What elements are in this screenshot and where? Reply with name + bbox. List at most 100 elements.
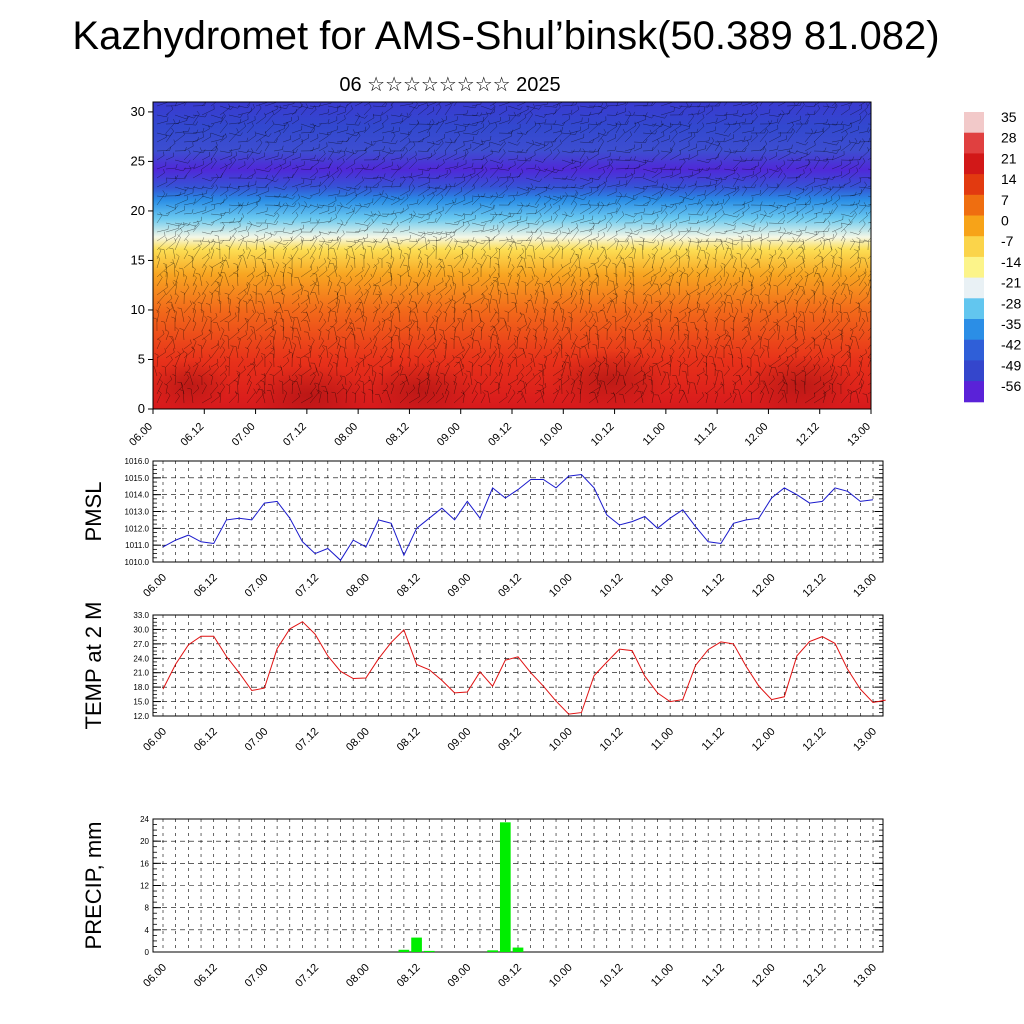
x-tick-label: 12.00 [750, 572, 778, 600]
y-tick-label: 4 [145, 926, 150, 935]
x-tick-label: 09.12 [496, 726, 524, 754]
panel-frame [152, 614, 884, 717]
colorbar-swatch [964, 256, 984, 279]
colorbar: 35 28 21 14 7 0 -7 -14 -21 -28 -35 -42 -49 -56 [964, 109, 1021, 403]
y-tick-label: 1014.0 [125, 491, 150, 500]
x-tick-label: 12.12 [800, 572, 828, 600]
wind-barb-paths [153, 102, 871, 404]
x-tick-label: 13.00 [851, 962, 879, 990]
precip-bar [512, 947, 524, 952]
x-tick-label: 07.12 [293, 962, 321, 990]
x-tick-label: 12.12 [800, 726, 828, 754]
colorbar-swatch [964, 112, 984, 134]
x-tick-label: 11.12 [692, 421, 719, 448]
y-tick-label: 0 [145, 948, 150, 957]
x-tick-label: 09.00 [445, 572, 473, 600]
x-tick-label: 06.00 [141, 572, 169, 600]
colorbar-swatch [964, 298, 984, 320]
y-tick-label: 24.0 [133, 654, 149, 663]
y-tick-label: 1012.0 [125, 524, 150, 533]
y-tick-label: 12.0 [133, 712, 149, 721]
colorbar-swatch [964, 132, 984, 154]
y-tick-label: 27.0 [133, 640, 149, 649]
x-tick-label: 09.00 [445, 962, 473, 990]
colorbar-swatch [964, 174, 984, 196]
temp-panel: 12.0 15.0 18.0 21.0 24.0 27.0 30.0 33.0 06.00 06.… [81, 602, 886, 754]
y-tick-label: 33.0 [133, 611, 149, 620]
colorbar-swatch [964, 236, 984, 258]
x-tick-label: 13.00 [851, 726, 879, 754]
x-tick-label: 06.00 [141, 726, 169, 754]
colorbar-label: -7 [1001, 233, 1014, 249]
x-tick-label: 08.00 [344, 726, 372, 754]
x-tick-label: 08.12 [395, 726, 423, 754]
colorbar-swatch [964, 194, 984, 216]
x-tick-label: 07.00 [243, 572, 271, 600]
x-tick-label: 08.00 [332, 421, 360, 449]
colorbar-swatch [964, 153, 984, 175]
y-axis-label: PMSL [81, 482, 106, 542]
x-tick-label: 13.00 [845, 421, 873, 449]
x-tick-label: 12.00 [750, 962, 778, 990]
y-tick-label: 21.0 [133, 669, 149, 678]
colorbar-swatch [964, 381, 984, 403]
x-tick-label: 09.12 [496, 572, 524, 600]
y-tick-label: 30 [131, 104, 145, 119]
x-tick-label: 13.00 [851, 572, 879, 600]
x-tick-label: 06.12 [178, 421, 206, 449]
y-tick-label: 1015.0 [125, 474, 150, 483]
colorbar-label: 28 [1001, 130, 1017, 146]
colorbar-label: -42 [1001, 337, 1021, 353]
y-tick-label: 5 [138, 351, 145, 366]
x-tick-label: 09.00 [435, 421, 463, 449]
colorbar-swatch [964, 319, 984, 341]
y-tick-label: 24 [140, 815, 149, 824]
y-tick-label: 15 [131, 252, 145, 267]
precip-bar [423, 950, 435, 952]
wind-barbs [153, 102, 871, 404]
x-tick-label: 07.12 [293, 726, 321, 754]
colorbar-label: -14 [1001, 254, 1021, 270]
x-tick-label: 07.12 [281, 421, 309, 449]
y-tick-label: 1011.0 [125, 541, 149, 550]
y-tick-label: 18.0 [133, 683, 149, 692]
x-tick-label: 12.12 [794, 421, 822, 449]
colorbar-label: 35 [1001, 109, 1017, 125]
x-tick-label: 10.00 [547, 726, 575, 754]
heatmap-y-axis: 0 5 10 15 20 25 30 [131, 104, 153, 416]
x-tick-label: 11.00 [641, 421, 668, 448]
y-tick-label: 0 [138, 401, 145, 416]
y-tick-label: 30.0 [133, 625, 149, 634]
heatmap-x-axis: 06.00 06.12 07.00 07.12 08.00 08.12 09.00 09.12… [127, 409, 873, 449]
colorbar-label: -28 [1001, 295, 1021, 311]
y-tick-label: 20 [131, 203, 145, 218]
heatmap-panel: 0 5 10 15 20 25 30 06.00 06.12 07.00 07.12 08.00 08… [127, 101, 873, 449]
y-tick-label: 10 [131, 302, 145, 317]
y-tick-label: 8 [145, 904, 150, 913]
x-tick-label: 07.00 [230, 421, 258, 449]
precip-panel: 0 4 8 12 16 20 24 06.00 06.12 07.00 07.12 08.00 08.1… [81, 815, 884, 990]
x-tick-label: 11.12 [700, 726, 727, 753]
x-tick-label: 08.12 [395, 962, 423, 990]
y-tick-label: 15.0 [133, 698, 149, 707]
data-line [162, 473, 874, 562]
y-tick-label: 25 [131, 153, 145, 168]
colorbar-label: -56 [1001, 378, 1021, 394]
precip-bar [499, 822, 511, 952]
colorbar-swatch [964, 360, 984, 382]
x-tick-label: 11.00 [649, 726, 676, 753]
x-tick-label: 10.00 [547, 572, 575, 600]
x-tick-label: 10.00 [547, 962, 575, 990]
x-tick-label: 10.00 [537, 421, 565, 449]
x-tick-label: 09.00 [445, 726, 473, 754]
precip-bar [398, 949, 410, 952]
x-tick-label: 07.12 [293, 572, 321, 600]
colorbar-label: 14 [1001, 171, 1017, 187]
chart-subtitle: 06 ☆☆☆☆☆☆☆☆ 2025 [339, 74, 561, 96]
x-tick-label: 08.12 [395, 572, 423, 600]
x-tick-label: 07.00 [243, 962, 271, 990]
x-tick-label: 12.12 [800, 962, 828, 990]
panel-frame [152, 460, 884, 563]
chart-title: Kazhydromet for AMS-Shul’binsk(50.389 81… [72, 14, 940, 58]
